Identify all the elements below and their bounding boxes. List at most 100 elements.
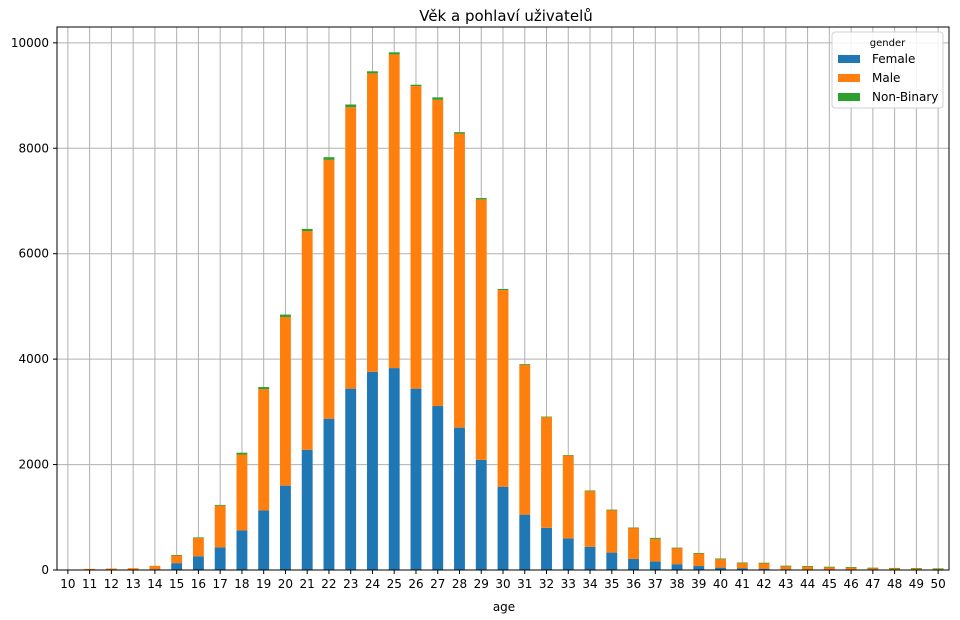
bar-non-binary	[541, 416, 552, 418]
x-tick-label: 28	[452, 577, 467, 591]
legend: gender Female Male Non-Binary	[831, 31, 944, 109]
y-tick-label: 8000	[18, 141, 49, 155]
bar-female	[171, 563, 183, 570]
bar-non-binary	[432, 97, 444, 100]
bar-male	[105, 568, 117, 570]
x-tick-label: 15	[169, 577, 184, 591]
x-axis-label: age	[493, 600, 515, 614]
x-tick-label: 29	[474, 577, 489, 591]
x-tick-label: 49	[909, 577, 924, 591]
x-tick-label: 33	[561, 577, 576, 591]
bar-non-binary	[236, 452, 248, 455]
bar-male	[280, 316, 291, 486]
x-tick-label: 36	[626, 577, 641, 591]
bar-male	[171, 555, 183, 564]
bar-female	[693, 566, 705, 570]
x-tick-label: 11	[82, 577, 97, 591]
bar-female	[432, 406, 444, 570]
legend-label: Female	[872, 52, 915, 66]
bar-female	[562, 538, 574, 570]
bar-non-binary	[280, 314, 291, 317]
y-tick-label: 6000	[18, 247, 49, 261]
bar-non-binary	[388, 52, 400, 55]
bar-female	[628, 558, 639, 570]
bar-male	[519, 364, 531, 515]
bar-non-binary	[758, 562, 770, 564]
bar-female	[388, 368, 400, 570]
bar-male	[693, 553, 705, 567]
legend-label: Non-Binary	[872, 90, 938, 104]
bar-male	[584, 490, 596, 547]
bar-male	[628, 527, 639, 559]
bar-non-binary	[301, 228, 313, 232]
bar-non-binary	[715, 558, 726, 560]
x-tick-label: 37	[648, 577, 663, 591]
bar-female	[258, 510, 270, 570]
bars	[84, 52, 944, 571]
bar-male	[323, 159, 335, 419]
bar-male	[192, 537, 204, 557]
bar-non-binary	[562, 455, 574, 456]
bar-non-binary	[214, 504, 226, 506]
x-tick-label: 12	[104, 577, 119, 591]
bar-non-binary	[910, 568, 922, 569]
bar-male	[715, 558, 726, 568]
legend-label: Male	[872, 71, 900, 85]
bar-male	[758, 562, 770, 569]
bar-male	[497, 290, 509, 487]
bar-female	[214, 547, 226, 570]
y-tick-label: 0	[41, 563, 49, 577]
bar-male	[736, 562, 748, 569]
bar-female	[454, 427, 465, 570]
bar-non-binary	[323, 157, 335, 160]
x-axis: 10 11 12 13 14 15 16 17 18 19 20 21 22 23 24 25 26 27 28 29…	[60, 570, 946, 591]
bar-male	[236, 454, 248, 531]
bar-female	[301, 449, 313, 570]
bar-female	[606, 552, 618, 570]
x-tick-label: 40	[713, 577, 728, 591]
bar-male	[910, 568, 922, 570]
bar-non-binary	[410, 84, 422, 87]
bar-female	[345, 388, 357, 570]
bar-female	[475, 459, 487, 570]
x-tick-label: 13	[126, 577, 141, 591]
bar-non-binary	[454, 132, 465, 134]
bar-male	[845, 567, 857, 570]
bar-female	[192, 556, 204, 570]
legend-swatch-non-binary	[838, 93, 860, 101]
bar-non-binary	[889, 567, 901, 569]
bar-male	[541, 417, 552, 528]
x-tick-label: 45	[822, 577, 837, 591]
bar-female	[671, 564, 683, 570]
bar-non-binary	[367, 71, 378, 74]
x-tick-label: 46	[843, 577, 858, 591]
x-tick-label: 18	[234, 577, 249, 591]
bar-male	[367, 73, 378, 372]
bar-female	[280, 485, 291, 570]
x-tick-label: 27	[430, 577, 445, 591]
bar-male	[932, 568, 944, 570]
bar-male	[780, 565, 792, 570]
bar-male	[867, 567, 879, 570]
bar-non-binary	[584, 490, 596, 492]
legend-swatch-female	[838, 55, 860, 63]
bar-non-binary	[693, 552, 705, 554]
bar-male	[475, 199, 487, 460]
bar-male	[258, 389, 270, 511]
bar-male	[432, 99, 444, 407]
bar-female	[323, 418, 335, 570]
bar-non-binary	[932, 568, 944, 570]
x-tick-label: 44	[800, 577, 815, 591]
legend-box	[831, 31, 944, 109]
x-tick-label: 24	[365, 577, 380, 591]
bar-non-binary	[780, 565, 792, 567]
bar-male	[823, 566, 835, 570]
x-tick-label: 17	[213, 577, 228, 591]
bar-male	[345, 107, 357, 389]
bar-male	[301, 231, 313, 450]
bar-non-binary	[258, 387, 270, 390]
bar-male	[562, 455, 574, 539]
bar-non-binary	[867, 567, 879, 569]
y-tick-label: 2000	[18, 458, 49, 472]
bar-female	[497, 486, 509, 570]
